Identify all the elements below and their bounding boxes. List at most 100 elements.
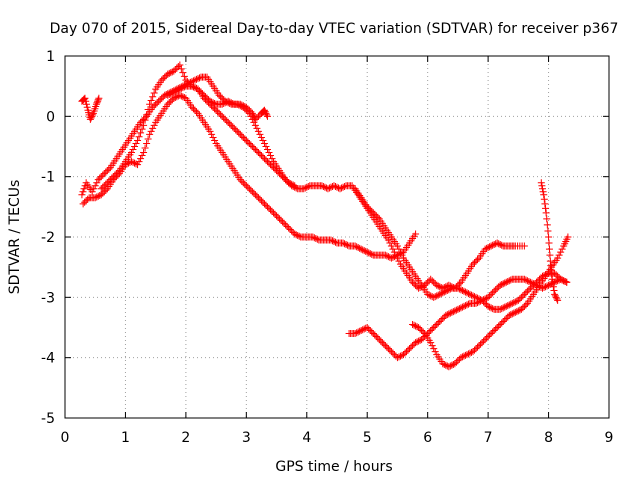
data-point — [540, 191, 548, 199]
data-point — [292, 231, 300, 239]
data-point — [472, 257, 480, 265]
data-point — [448, 361, 456, 369]
data-point — [223, 117, 231, 125]
data-point — [499, 317, 507, 325]
data-point — [526, 278, 534, 286]
data-point — [354, 328, 362, 336]
data-point — [541, 200, 549, 208]
data-point — [211, 100, 219, 108]
data-point — [431, 293, 439, 301]
data-point — [251, 146, 259, 154]
data-point — [251, 115, 259, 123]
data-point — [440, 288, 448, 296]
data-point — [389, 253, 397, 261]
data-point — [407, 343, 415, 351]
data-point — [474, 343, 482, 351]
data-point — [484, 302, 492, 310]
data-point — [513, 308, 521, 316]
data-point — [425, 328, 433, 336]
data-point — [282, 221, 290, 229]
data-point — [341, 240, 349, 248]
data-point — [164, 100, 172, 108]
data-point — [262, 156, 270, 164]
data-point — [180, 83, 188, 91]
data-point — [484, 293, 492, 301]
data-point — [188, 103, 196, 111]
data-point — [366, 327, 374, 335]
data-point — [109, 173, 117, 181]
data-point — [134, 161, 142, 169]
data-point — [195, 74, 203, 82]
data-point — [150, 102, 158, 110]
data-point — [141, 116, 149, 124]
data-point — [403, 348, 411, 356]
data-point — [439, 314, 447, 322]
data-point — [89, 111, 97, 119]
data-point — [451, 360, 459, 368]
data-point — [288, 180, 296, 188]
data-point — [551, 269, 559, 277]
data-point — [280, 219, 288, 227]
data-point — [495, 322, 503, 330]
data-point — [351, 330, 359, 338]
data-point — [263, 112, 271, 120]
data-point — [430, 278, 438, 286]
data-point — [82, 97, 90, 105]
data-point — [557, 275, 565, 283]
data-point — [265, 149, 273, 157]
data-point — [112, 170, 120, 178]
data-point — [227, 99, 235, 107]
data-point — [540, 284, 548, 292]
data-point — [467, 291, 475, 299]
data-point — [182, 76, 190, 84]
data-point — [197, 88, 205, 96]
data-point — [378, 339, 386, 347]
data-point — [177, 84, 185, 92]
data-point — [341, 182, 349, 190]
data-point — [396, 352, 404, 360]
data-point — [424, 290, 432, 298]
data-point — [493, 239, 501, 247]
data-point — [404, 346, 412, 354]
data-point — [428, 342, 436, 350]
data-point — [451, 307, 459, 315]
data-point — [100, 182, 108, 190]
data-point — [209, 99, 217, 107]
data-point — [150, 121, 158, 129]
data-point — [171, 93, 179, 101]
data-point — [487, 330, 495, 338]
data-point — [439, 289, 447, 297]
data-point — [431, 348, 439, 356]
data-point — [189, 105, 197, 113]
data-point — [413, 338, 421, 346]
data-point — [96, 174, 104, 182]
data-point — [457, 286, 465, 294]
data-point — [137, 155, 145, 163]
data-point — [499, 280, 507, 288]
data-point — [395, 353, 403, 361]
data-point — [78, 191, 86, 199]
data-point — [336, 185, 344, 193]
data-point — [477, 297, 485, 305]
data-point — [100, 170, 108, 178]
data-point — [380, 340, 388, 348]
data-point — [260, 139, 268, 147]
data-point — [366, 206, 374, 214]
data-point — [304, 182, 312, 190]
data-point — [236, 176, 244, 184]
data-point — [389, 349, 397, 357]
data-point — [552, 293, 560, 301]
data-point — [487, 304, 495, 312]
data-point — [387, 348, 395, 356]
data-point — [381, 251, 389, 259]
data-point — [194, 75, 202, 83]
data-point — [177, 65, 185, 73]
data-point — [535, 275, 543, 283]
data-point — [457, 304, 465, 312]
data-point — [517, 293, 525, 301]
data-point — [102, 186, 110, 194]
data-point — [209, 133, 217, 141]
data-point — [368, 207, 376, 215]
data-point — [531, 281, 539, 289]
data-point — [134, 136, 142, 144]
